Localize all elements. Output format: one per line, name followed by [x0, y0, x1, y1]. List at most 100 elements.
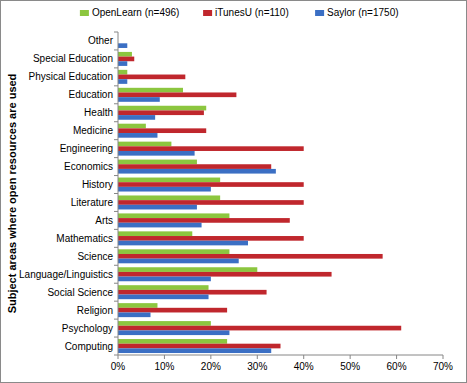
bar — [118, 128, 206, 133]
category-label: Social Science — [47, 287, 113, 298]
bar — [118, 182, 304, 187]
category-label: Mathematics — [56, 233, 113, 244]
legend-label: OpenLearn (n=496) — [92, 7, 180, 18]
bar — [118, 151, 195, 156]
legend-swatch — [80, 10, 89, 16]
bar — [118, 277, 211, 282]
bar — [118, 213, 229, 218]
x-tick-label: 50% — [340, 361, 360, 372]
category-tick — [114, 157, 118, 158]
category-label: Other — [88, 35, 114, 46]
category-label: Science — [77, 251, 113, 262]
legend-label: iTunesU (n=110) — [215, 7, 289, 18]
bar — [118, 312, 151, 317]
category-tick — [114, 355, 118, 356]
category-tick — [114, 175, 118, 176]
category-tick — [114, 67, 118, 68]
category-label: Health — [84, 107, 113, 118]
category-tick — [114, 193, 118, 194]
category-tick — [114, 49, 118, 50]
category-tick — [114, 247, 118, 248]
category-label: Language/Linguistics — [19, 269, 113, 280]
legend: OpenLearn (n=496) iTunesU (n=110) Saylor (… — [80, 7, 399, 18]
category-tick — [114, 283, 118, 284]
category-tick — [114, 229, 118, 230]
bars — [118, 43, 401, 353]
bar — [118, 285, 209, 290]
category-tick — [114, 139, 118, 140]
category-tick — [114, 103, 118, 104]
legend-label: Saylor (n=1750) — [327, 7, 398, 18]
bar — [118, 187, 211, 192]
x-tick — [118, 355, 119, 359]
bar — [118, 308, 227, 313]
x-tick-label: 10% — [154, 361, 174, 372]
chart-svg: Other Special Education Physical Education… — [0, 0, 467, 383]
chart-container: Other Special Education Physical Education… — [0, 0, 467, 383]
bar — [118, 146, 304, 151]
x-tick-label: 0% — [111, 361, 126, 372]
category-label: Literature — [71, 197, 114, 208]
bar — [118, 164, 271, 169]
category-label: Special Education — [33, 53, 113, 64]
x-tick-label: 30% — [247, 361, 267, 372]
x-tick — [396, 355, 397, 359]
x-tick-label: 40% — [294, 361, 314, 372]
category-tick — [114, 265, 118, 266]
category-tick — [114, 32, 118, 33]
bar — [118, 231, 192, 236]
bar — [118, 272, 332, 277]
bar — [118, 205, 197, 210]
bar — [118, 223, 202, 228]
x-tick — [257, 355, 258, 359]
category-tick — [114, 211, 118, 212]
bar — [118, 97, 160, 102]
category-label: Arts — [95, 215, 113, 226]
category-label: Medicine — [73, 125, 113, 136]
category-tick — [114, 337, 118, 338]
bar — [118, 142, 171, 147]
category-tick — [114, 301, 118, 302]
legend-swatch — [203, 10, 212, 16]
bar — [118, 303, 157, 308]
category-label: Psychology — [62, 323, 113, 334]
bar — [118, 195, 220, 200]
bar — [118, 178, 220, 183]
bar — [118, 43, 127, 48]
bar — [118, 295, 209, 300]
x-tick — [164, 355, 165, 359]
category-tick — [114, 85, 118, 86]
category-label: Economics — [64, 161, 113, 172]
x-tick — [210, 355, 211, 359]
x-tick — [350, 355, 351, 359]
bar — [118, 326, 401, 331]
bar — [118, 70, 127, 75]
x-tick-label: 70% — [433, 361, 453, 372]
bar — [118, 169, 276, 174]
bar — [118, 61, 127, 66]
bar — [118, 236, 304, 241]
bar — [118, 339, 227, 344]
category-label: Religion — [77, 305, 113, 316]
x-tick-label: 20% — [201, 361, 221, 372]
bar — [118, 267, 257, 272]
category-label: Physical Education — [29, 71, 114, 82]
category-tick — [114, 319, 118, 320]
bar — [118, 330, 229, 335]
bar — [118, 321, 211, 326]
y-axis-title: Subject areas where open resources are u… — [6, 74, 18, 314]
bar — [118, 110, 204, 115]
bar — [118, 57, 134, 62]
legend-swatch — [315, 10, 324, 16]
category-tick — [114, 121, 118, 122]
bar — [118, 348, 271, 353]
category-label: Education — [69, 89, 113, 100]
bar — [118, 254, 383, 259]
x-tick-label: 60% — [387, 361, 407, 372]
bar — [118, 124, 146, 129]
bar — [118, 88, 183, 93]
bar — [118, 344, 281, 349]
bar — [118, 75, 185, 80]
category-label: Computing — [65, 341, 113, 352]
bar — [118, 106, 206, 111]
